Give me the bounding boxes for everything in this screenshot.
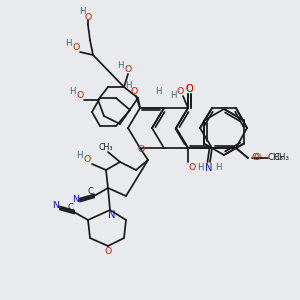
Text: O: O (76, 92, 84, 100)
Text: O: O (124, 65, 132, 74)
Text: H: H (197, 163, 203, 172)
Text: H: H (117, 61, 123, 70)
Text: CH₃: CH₃ (268, 154, 284, 163)
Text: N: N (73, 196, 80, 205)
Text: C: C (67, 203, 73, 212)
Text: H: H (69, 88, 75, 97)
Text: N: N (52, 202, 59, 211)
Text: CH₃: CH₃ (99, 142, 113, 152)
Text: O: O (72, 44, 80, 52)
Text: H: H (155, 88, 161, 97)
Text: O: O (104, 248, 112, 256)
Text: H: H (76, 152, 82, 160)
Text: H: H (215, 164, 221, 172)
Text: H: H (79, 8, 85, 16)
Text: O: O (185, 84, 193, 94)
Text: N: N (205, 163, 213, 173)
Text: O: O (130, 86, 138, 95)
Text: O: O (188, 163, 196, 172)
Text: O: O (83, 155, 91, 164)
Text: O: O (252, 154, 259, 163)
Text: O: O (185, 84, 193, 94)
Text: H: H (125, 82, 131, 91)
Text: O: O (84, 14, 92, 22)
Text: CH₃: CH₃ (274, 154, 290, 163)
Text: H: H (170, 92, 176, 100)
Text: C: C (87, 188, 93, 196)
Text: N: N (108, 210, 116, 220)
Text: O: O (253, 154, 260, 163)
Text: O: O (176, 88, 184, 97)
Text: H: H (65, 40, 71, 49)
Text: O: O (137, 146, 145, 154)
